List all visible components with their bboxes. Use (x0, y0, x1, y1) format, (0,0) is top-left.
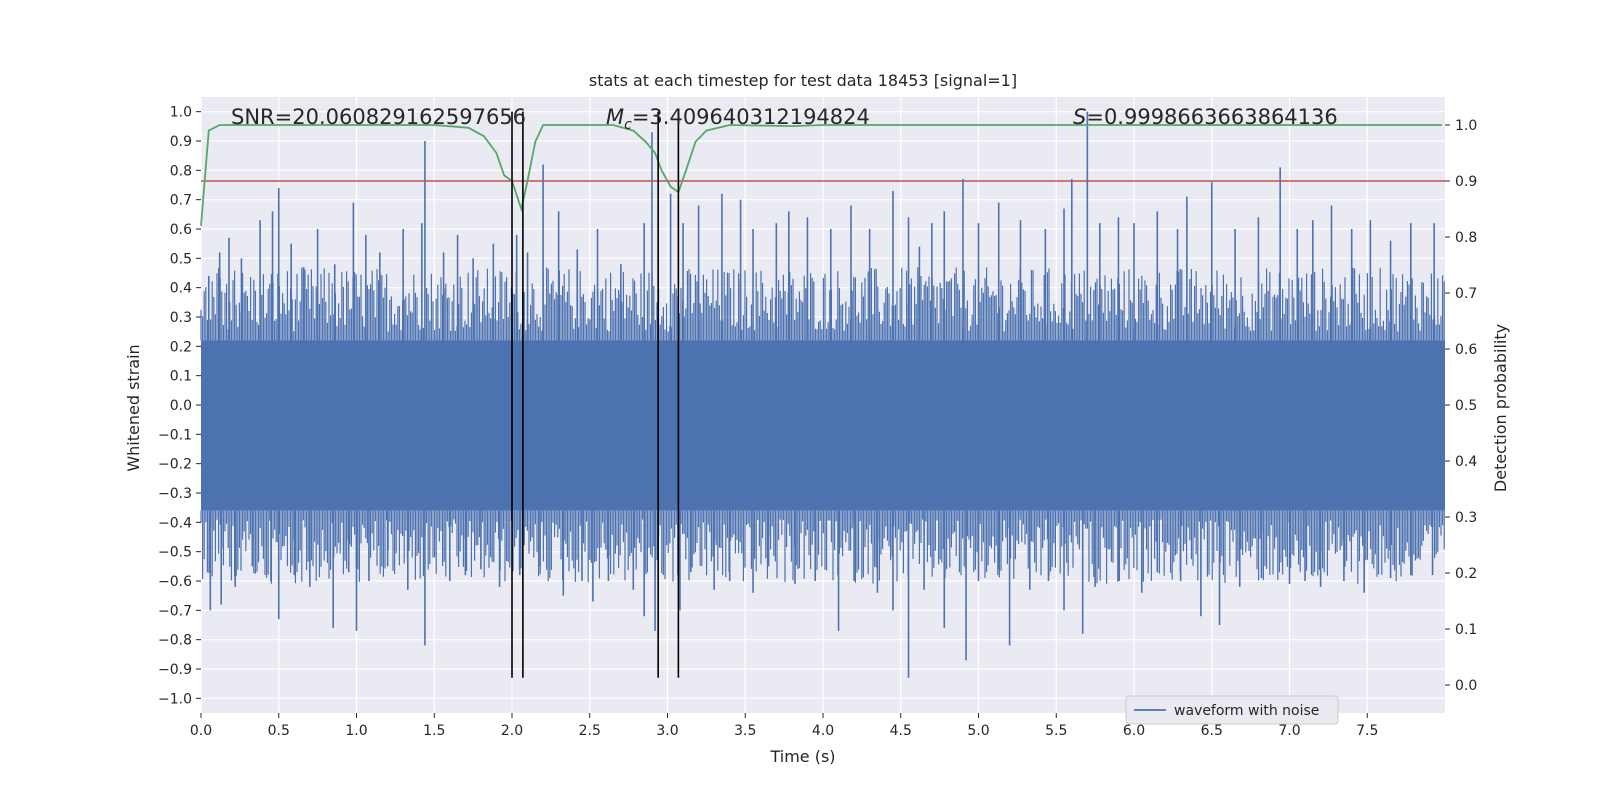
y2-tick-label: 1.0 (1455, 118, 1477, 134)
legend-box (1125, 695, 1339, 725)
x-tick-label: 1.5 (423, 723, 445, 739)
statistic-symbol: S (1073, 105, 1086, 129)
x-tick-label: 0.5 (268, 723, 290, 739)
x-tick-label: 4.0 (812, 723, 834, 739)
y-tick-label: −0.8 (158, 633, 192, 649)
x-tick-label: 0.0 (190, 723, 212, 739)
y-tick-label: −0.3 (158, 486, 192, 502)
y-tick-label: 0.2 (170, 339, 192, 355)
x-tick-label: 5.5 (1045, 723, 1067, 739)
y-tick-label: 0.0 (170, 398, 192, 414)
x-tick-label: 2.5 (579, 723, 601, 739)
y-tick-label: −0.7 (158, 603, 192, 619)
y2-axis-label: Detection probability (1491, 324, 1510, 492)
statistic-annotation: S=0.9998663663864136 (1073, 105, 1338, 129)
y-tick-label: −0.2 (158, 457, 192, 473)
y-tick-label: −0.1 (158, 427, 192, 443)
x-tick-label: 1.0 (345, 723, 367, 739)
y-tick-label: 0.9 (170, 134, 192, 150)
y2-tick-label: 0.3 (1455, 510, 1477, 526)
probability-series (200, 124, 1445, 226)
chart-title: stats at each timestep for test data 184… (589, 71, 1017, 90)
y-tick-label: 0.8 (170, 163, 192, 179)
waveform-series (200, 111, 1445, 678)
chirp-mass-symbol: M (606, 105, 624, 129)
y2-tick-label: 0.1 (1455, 622, 1477, 638)
y-tick-label: −0.4 (158, 515, 192, 531)
x-axis-ticks: 0.0 0.5 1.0 1.5 2.0 2.5 3.0 3.5 4.0 4.5 5.0 5.5 6.0 6… (190, 713, 1378, 739)
y2-tick-label: 0.6 (1455, 342, 1477, 358)
legend: waveform with noise (1125, 695, 1339, 725)
x-tick-label: 7.0 (1278, 723, 1300, 739)
y-tick-label: 0.4 (170, 281, 192, 297)
y2-tick-label: 0.5 (1455, 398, 1477, 414)
x-tick-label: 6.0 (1123, 723, 1145, 739)
y-tick-label: −0.9 (158, 662, 192, 678)
y-tick-label: −0.6 (158, 574, 192, 590)
y-tick-label: 0.6 (170, 222, 192, 238)
snr-annotation: SNR=20.060829162597656 (231, 105, 526, 129)
y-tick-label: 1.0 (170, 105, 192, 121)
statistic-value: =0.9998663663864136 (1086, 105, 1337, 129)
y2-axis-ticks: 1.0 0.9 0.8 0.7 0.6 0.5 0.4 0.3 0.2 0.1 0.0 (1445, 118, 1477, 694)
x-tick-label: 6.5 (1201, 723, 1223, 739)
y2-tick-label: 0.2 (1455, 566, 1477, 582)
y2-tick-label: 0.0 (1455, 678, 1477, 694)
legend-label: waveform with noise (1174, 703, 1319, 719)
probability-line (200, 124, 1442, 226)
y2-tick-label: 0.4 (1455, 454, 1477, 470)
chirp-mass-subscript: c (624, 117, 632, 133)
x-tick-label: 5.0 (967, 723, 989, 739)
chirp-mass-annotation: Mc=3.409640312194824 (606, 105, 870, 133)
y2-tick-label: 0.7 (1455, 286, 1477, 302)
x-tick-label: 7.5 (1356, 723, 1378, 739)
y-axis-label: Whitened strain (124, 344, 143, 471)
waveform-noise-band (201, 340, 1445, 511)
y2-tick-label: 0.9 (1455, 174, 1477, 190)
y2-tick-label: 0.8 (1455, 230, 1477, 246)
x-tick-label: 2.0 (501, 723, 523, 739)
x-tick-label: 3.5 (734, 723, 756, 739)
y-tick-label: 0.1 (170, 369, 192, 385)
y-axis-ticks: 1.0 0.9 0.8 0.7 0.6 0.5 0.4 0.3 0.2 0.1 0.0 −0.1 −0.… (158, 105, 201, 707)
y-tick-label: −0.5 (158, 545, 192, 561)
y-tick-label: −1.0 (158, 691, 192, 707)
y-tick-label: 0.5 (170, 251, 192, 267)
y-tick-label: 0.7 (170, 193, 192, 209)
x-tick-label: 3.0 (656, 723, 678, 739)
event-markers (511, 111, 680, 678)
chirp-mass-value: =3.409640312194824 (632, 105, 870, 129)
x-axis-label: Time (s) (769, 747, 835, 766)
y-tick-label: 0.3 (170, 310, 192, 326)
x-tick-label: 4.5 (890, 723, 912, 739)
